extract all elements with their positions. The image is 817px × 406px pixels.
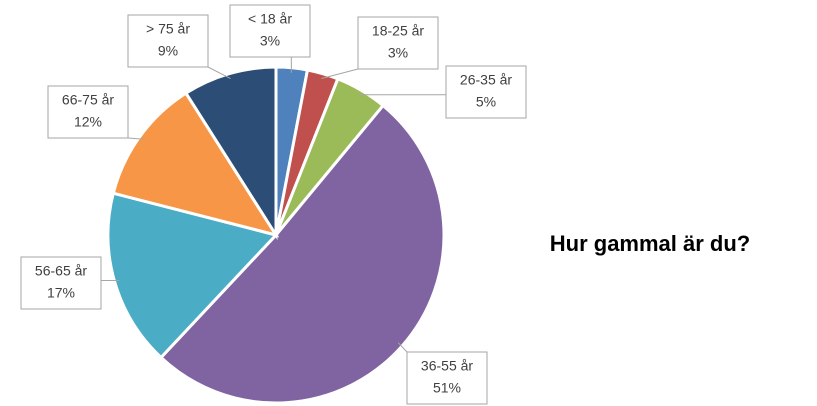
leader-line bbox=[321, 68, 359, 79]
category-label: 26-35 år bbox=[460, 72, 512, 88]
label-box bbox=[357, 16, 439, 70]
pie-slice bbox=[111, 91, 280, 238]
pie-slice bbox=[183, 65, 278, 241]
data-label: 12% bbox=[74, 114, 102, 130]
category-label: > 75 år bbox=[146, 21, 190, 37]
pie-slice bbox=[106, 191, 279, 360]
category-label: 18-25 år bbox=[372, 23, 424, 39]
data-label: 3% bbox=[388, 45, 408, 61]
category-label: 56-65 år bbox=[35, 263, 87, 279]
label-box bbox=[229, 4, 311, 58]
data-label: 17% bbox=[47, 285, 75, 301]
label-box bbox=[406, 351, 488, 405]
leader-line bbox=[207, 66, 231, 79]
label-box bbox=[47, 85, 129, 139]
category-label: 36-55 år bbox=[421, 358, 473, 374]
data-label: 5% bbox=[476, 94, 496, 110]
data-label: 9% bbox=[158, 43, 178, 59]
label-box bbox=[445, 65, 527, 119]
leader-line bbox=[397, 342, 408, 353]
data-label: 51% bbox=[433, 380, 461, 396]
category-label: < 18 år bbox=[248, 11, 292, 27]
chart-title: Hur gammal är du? bbox=[550, 231, 750, 256]
label-box bbox=[20, 256, 102, 310]
data-label: 3% bbox=[260, 33, 280, 49]
label-box bbox=[127, 14, 209, 68]
category-label: 66-75 år bbox=[62, 92, 114, 108]
leader-line bbox=[127, 137, 145, 140]
